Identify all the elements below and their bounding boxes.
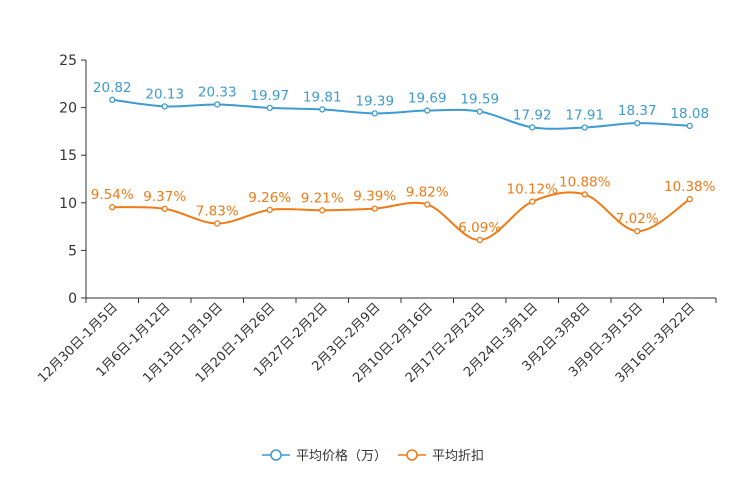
data-label: 10.12% <box>507 182 559 198</box>
data-point <box>477 109 482 114</box>
data-point <box>320 208 325 213</box>
legend-label: 平均价格（万） <box>296 448 387 464</box>
legend-marker-icon <box>407 450 417 460</box>
data-label: 9.54% <box>91 187 134 203</box>
data-point <box>530 199 535 204</box>
data-label: 18.08 <box>670 106 709 122</box>
data-point <box>635 121 640 126</box>
data-label: 19.69 <box>408 91 447 107</box>
y-tick-label: 20 <box>59 101 77 117</box>
data-point <box>530 125 535 130</box>
data-point <box>477 238 482 243</box>
series-2: 9.54% 9.37% 7.83% 9.26% 9.21% 9.39% 9.82% 6.09%… <box>91 174 716 242</box>
data-label: 9.21% <box>301 190 344 206</box>
data-label: 17.91 <box>565 107 604 123</box>
data-point <box>267 105 272 110</box>
data-label: 9.37% <box>143 189 186 205</box>
y-tick-label: 10 <box>59 196 77 212</box>
data-label: 19.97 <box>250 88 289 104</box>
data-label: 6.09% <box>458 220 501 236</box>
data-label: 18.37 <box>618 103 657 119</box>
data-label: 20.13 <box>145 86 184 102</box>
data-label: 20.82 <box>93 80 132 96</box>
data-point <box>215 221 220 226</box>
data-point <box>110 97 115 102</box>
data-point <box>320 107 325 112</box>
data-point <box>110 205 115 210</box>
data-point <box>582 125 587 130</box>
data-point <box>687 123 692 128</box>
legend-label: 平均折扣 <box>432 449 484 464</box>
data-label: 10.38% <box>664 179 716 195</box>
series-1: 20.82 20.13 20.33 19.97 19.81 19.39 19.69 19.59… <box>93 80 709 130</box>
data-label: 20.33 <box>198 84 237 100</box>
data-label: 19.59 <box>460 92 499 108</box>
data-label: 9.82% <box>406 185 449 201</box>
data-point <box>425 108 430 113</box>
y-tick-label: 25 <box>59 53 77 69</box>
data-point <box>635 229 640 234</box>
data-point <box>267 207 272 212</box>
legend[interactable]: 平均价格（万） 平均折扣 <box>262 448 484 464</box>
data-point <box>162 104 167 109</box>
data-label: 7.83% <box>196 203 239 219</box>
series-layer: 20.82 20.13 20.33 19.97 19.81 19.39 19.69 19.59… <box>91 80 716 243</box>
data-label: 7.02% <box>616 211 659 227</box>
data-label: 19.81 <box>303 89 342 105</box>
data-point <box>215 102 220 107</box>
data-label: 19.39 <box>355 93 394 109</box>
y-tick-label: 5 <box>68 243 77 259</box>
data-label: 9.39% <box>353 189 396 205</box>
data-label: 17.92 <box>513 107 552 123</box>
data-point <box>162 206 167 211</box>
line-chart: 051015202512月30日-1月5日1月6日-1月12日1月13日-1月1… <box>0 0 744 496</box>
data-point <box>372 111 377 116</box>
legend-marker-icon <box>271 450 281 460</box>
legend-item-1[interactable]: 平均价格（万） <box>262 448 387 464</box>
data-label: 9.26% <box>248 190 291 206</box>
y-tick-label: 15 <box>59 148 77 164</box>
legend-item-2[interactable]: 平均折扣 <box>398 449 484 464</box>
data-point <box>687 197 692 202</box>
data-point <box>425 202 430 207</box>
data-point <box>372 206 377 211</box>
data-point <box>582 192 587 197</box>
data-label: 10.88% <box>559 174 611 190</box>
y-tick-label: 0 <box>68 291 77 307</box>
